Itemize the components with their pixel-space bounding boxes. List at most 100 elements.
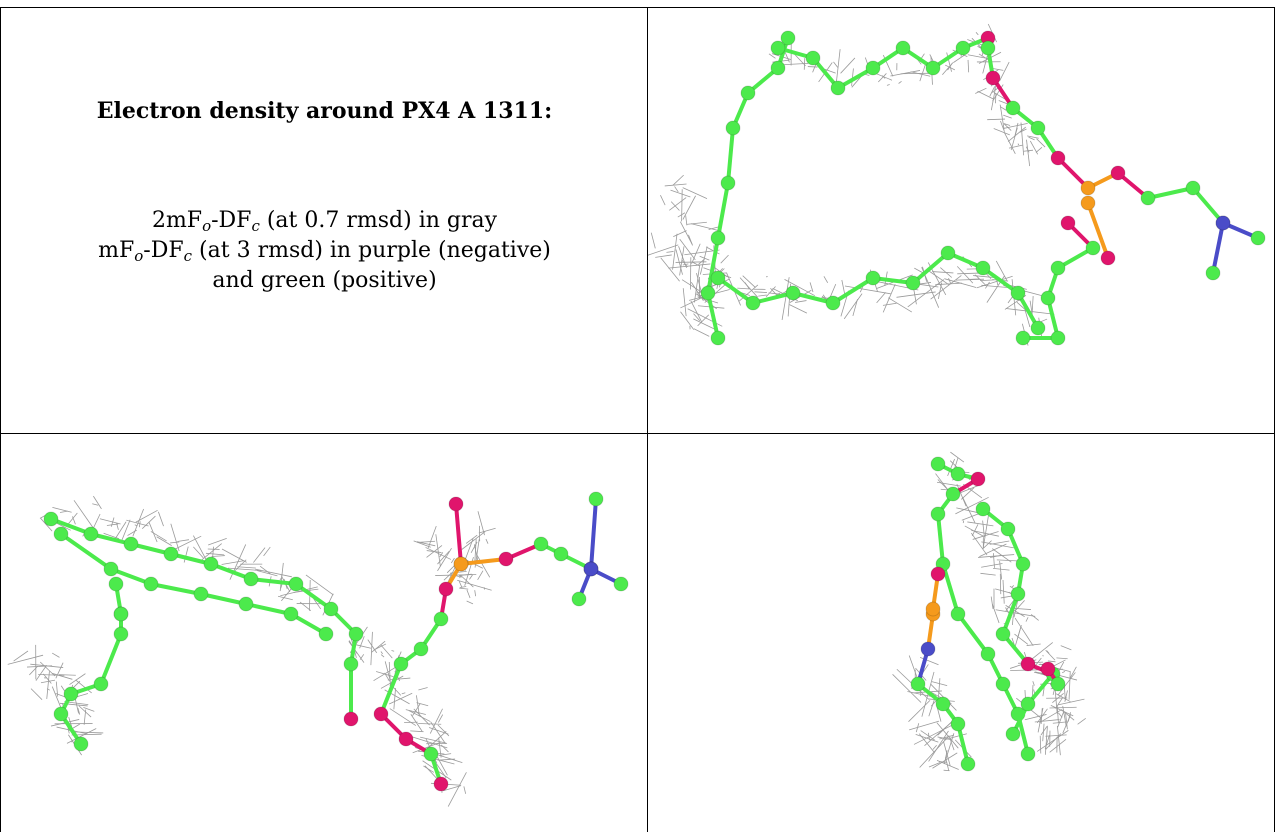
atom: [1030, 120, 1046, 136]
legend-line-3: and green (positive): [212, 268, 437, 293]
ball-and-stick-model: [448, 491, 604, 577]
atom: [348, 626, 364, 642]
table-divider-vertical: [647, 7, 648, 832]
ball-and-stick-model: [1215, 215, 1266, 246]
molecule-render-3: [892, 451, 1086, 772]
ball-and-stick-model: [1080, 195, 1116, 266]
atom: [930, 456, 946, 472]
atom: [1010, 285, 1026, 301]
atom: [1050, 150, 1066, 166]
atom: [553, 546, 569, 562]
atom: [905, 275, 921, 291]
legend-cell: Electron density around PX4 A 1311: 2mFo…: [2, 8, 647, 432]
ball-and-stick-model: [373, 556, 469, 792]
atom: [950, 606, 966, 622]
ball-and-stick-model: [930, 456, 1036, 762]
atom: [108, 576, 124, 592]
ball-and-stick-model: [1015, 215, 1101, 346]
atom: [43, 511, 59, 527]
atom: [980, 40, 996, 56]
atom: [1015, 556, 1031, 572]
atom: [745, 295, 761, 311]
atom: [343, 656, 359, 672]
atom: [1020, 746, 1036, 762]
atom: [970, 471, 986, 487]
atom: [53, 526, 69, 542]
atom: [1050, 260, 1066, 276]
atom: [63, 686, 79, 702]
atom: [123, 536, 139, 552]
ball-and-stick-model: [770, 30, 996, 96]
atom: [1100, 250, 1116, 266]
molecule-view-3: [648, 434, 1274, 832]
atom: [343, 711, 359, 727]
atom: [413, 641, 429, 657]
ball-and-stick-model: [700, 30, 796, 346]
atom: [865, 60, 881, 76]
atom: [1205, 265, 1221, 281]
atom: [283, 606, 299, 622]
atom: [955, 40, 971, 56]
atom: [588, 491, 604, 507]
atom: [143, 576, 159, 592]
atom: [1250, 230, 1266, 246]
atom: [865, 270, 881, 286]
atom: [925, 60, 941, 76]
atom: [323, 601, 339, 617]
atom: [780, 30, 796, 46]
atom: [985, 70, 1001, 86]
table-divider-horizontal: [0, 433, 1275, 434]
atom: [1060, 215, 1076, 231]
ball-and-stick-model: [975, 501, 1061, 742]
density-mesh: [39, 495, 334, 616]
atom: [113, 606, 129, 622]
atom: [1215, 215, 1231, 231]
ball-and-stick-model: [710, 245, 1046, 336]
atom: [53, 706, 69, 722]
table-border-left: [0, 7, 1, 832]
atom: [1080, 180, 1096, 196]
molecule-render-2: [7, 491, 629, 807]
atom: [805, 50, 821, 66]
atom: [720, 175, 736, 191]
atom: [920, 641, 936, 657]
atom: [113, 626, 129, 642]
atom: [975, 260, 991, 276]
atom: [73, 736, 89, 752]
density-mesh: [768, 23, 1046, 167]
atom: [740, 85, 756, 101]
atom: [448, 496, 464, 512]
table-border-top: [0, 7, 1275, 8]
figure-title: Electron density around PX4 A 1311:: [96, 98, 553, 124]
atom: [1030, 320, 1046, 336]
figure-legend: 2mFo-DFc (at 0.7 rmsd) in gray mFo-DFc (…: [2, 206, 647, 296]
atom: [1015, 330, 1031, 346]
atom: [83, 526, 99, 542]
atom: [613, 576, 629, 592]
atom: [1185, 180, 1201, 196]
atom: [438, 581, 454, 597]
atom: [423, 746, 439, 762]
ball-and-stick-model: [980, 40, 1231, 281]
density-mesh: [892, 655, 972, 772]
atom: [1005, 100, 1021, 116]
atom: [825, 295, 841, 311]
atom: [433, 776, 449, 792]
legend-line-2: mFo-DFc (at 3 rmsd) in purple (negative): [98, 238, 551, 265]
atom: [950, 716, 966, 732]
atom: [910, 676, 926, 692]
atom: [163, 546, 179, 562]
atom: [710, 230, 726, 246]
atom: [830, 80, 846, 96]
atom: [203, 556, 219, 572]
atom: [1110, 165, 1126, 181]
atom: [533, 536, 549, 552]
density-mesh: [413, 511, 496, 605]
atom: [700, 285, 716, 301]
ball-and-stick-model: [53, 526, 334, 642]
atom: [935, 696, 951, 712]
atom: [1085, 240, 1101, 256]
atom: [995, 626, 1011, 642]
atom: [103, 561, 119, 577]
